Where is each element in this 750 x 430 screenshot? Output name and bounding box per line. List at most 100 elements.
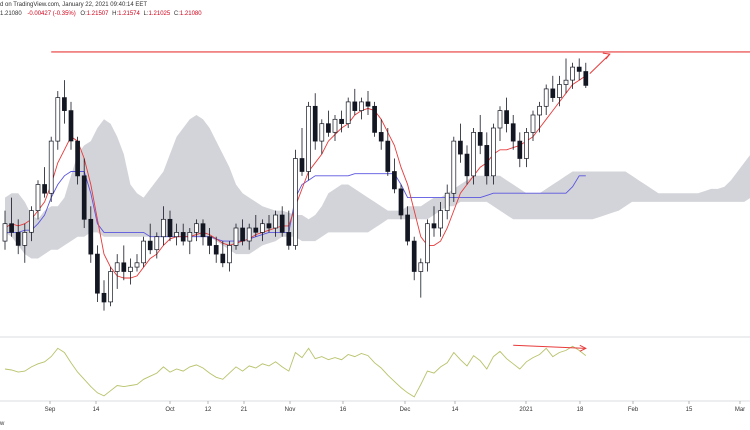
trend-arrow-shaft (589, 53, 611, 75)
candle (81, 158, 87, 229)
candle-body-up (345, 101, 351, 124)
candle-body-up (134, 262, 140, 268)
candle-body-down (213, 245, 219, 255)
candle-body-up (227, 245, 232, 264)
candle-body-up (570, 66, 575, 81)
candle-body-down (266, 223, 272, 229)
candle-body-down (253, 227, 259, 233)
header-open: 1.21507 (87, 11, 109, 17)
candle (2, 210, 8, 250)
candle (365, 91, 371, 115)
candle-body-up (141, 240, 146, 264)
candle (576, 58, 582, 81)
x-tick-label: Nov (285, 407, 296, 413)
candle-body-down (299, 158, 305, 172)
candle (260, 219, 265, 242)
candle-body-down (550, 88, 556, 98)
x-tick-label: 14 (93, 407, 100, 413)
candle (174, 223, 179, 246)
header-low-label: L: (144, 11, 149, 17)
candle (194, 219, 199, 242)
candle (22, 223, 28, 263)
candle (557, 75, 562, 107)
candle-body-down (220, 253, 226, 264)
candle (570, 62, 575, 89)
candle (385, 128, 391, 176)
candle-body-up (332, 118, 338, 133)
candle (392, 158, 397, 194)
candle-body-down (95, 253, 100, 294)
candle-body-down (121, 262, 127, 272)
candle (134, 254, 140, 272)
header-low: 1.21025 (149, 11, 171, 17)
candle (563, 58, 569, 94)
candle (372, 101, 377, 137)
candle-body-down (167, 218, 173, 238)
candle (345, 97, 351, 129)
candle-body-down (15, 232, 21, 246)
candle-body-up (530, 114, 536, 133)
candle-body-down (372, 105, 377, 133)
time-axis: Sep 14 Oct 12 21 Nov 16 Dec 14 2021 18 Feb 15 Mar (45, 401, 745, 413)
candle-body-down (200, 223, 206, 238)
candle-body-up (114, 262, 120, 272)
candle (484, 132, 490, 185)
candle (332, 114, 338, 142)
candle (543, 84, 549, 115)
candle (352, 88, 358, 115)
candle (200, 219, 206, 246)
candle (253, 214, 259, 237)
candle-body-down (392, 171, 397, 190)
candle-body-down (326, 123, 331, 133)
candle-body-down (378, 132, 384, 142)
candle-body-up (194, 223, 199, 233)
candle-body-down (180, 232, 186, 242)
candle-body-up (108, 271, 113, 303)
candle-body-up (491, 127, 496, 177)
x-tick-label: Feb (628, 407, 639, 413)
candle (29, 206, 34, 242)
candle (537, 101, 542, 133)
candle-body-up (425, 223, 430, 264)
candle (550, 75, 556, 102)
candle (167, 210, 173, 242)
candle-body-up (557, 84, 562, 98)
candle-body-down (458, 140, 463, 155)
candle (121, 245, 127, 281)
candle (141, 236, 146, 268)
ichimoku-cloud-layer (5, 115, 750, 259)
candles-layer (2, 58, 589, 311)
candle-body-down (431, 223, 437, 229)
annotations-layer (51, 51, 750, 75)
candle-body-down (9, 223, 14, 233)
candle-body-up (29, 210, 34, 233)
candle (62, 80, 67, 124)
candle (504, 97, 509, 133)
candle-body-up (22, 232, 28, 246)
candle-body-up (187, 232, 193, 242)
candle-body-up (154, 236, 160, 251)
candle-body-down (405, 214, 410, 242)
candle-body-down (207, 236, 212, 246)
candle (583, 62, 589, 89)
candle-body-down (583, 71, 589, 86)
rsi-pane (4, 344, 587, 398)
candle-body-up (273, 214, 278, 229)
header-last: 1.21080 (0, 11, 22, 17)
candle (530, 110, 536, 142)
candle (451, 136, 457, 202)
candle-body-down (42, 184, 47, 194)
candle-body-up (418, 262, 424, 272)
candle-body-down (339, 118, 344, 124)
candle-body-down (517, 140, 523, 159)
x-tick-label: 21 (241, 407, 248, 413)
x-tick-label: Mar (735, 407, 745, 413)
candle (339, 110, 344, 133)
candle-body-up (233, 227, 239, 246)
candle-body-up (471, 132, 476, 177)
candle (101, 280, 107, 311)
candle (411, 236, 417, 281)
branding-fragment: w (0, 421, 5, 427)
candle (471, 128, 476, 185)
